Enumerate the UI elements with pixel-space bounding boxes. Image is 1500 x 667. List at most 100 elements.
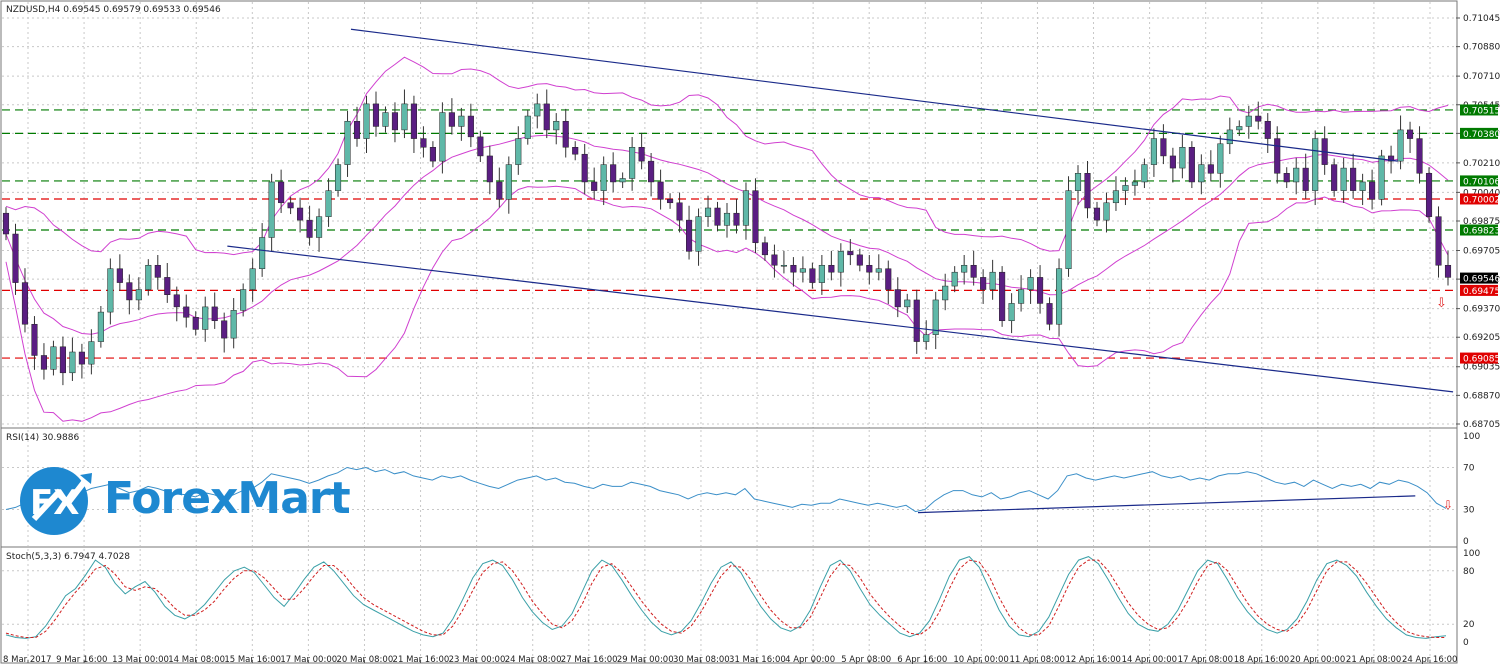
candle-body (287, 202, 294, 209)
candle-body (183, 306, 190, 318)
candle-body (12, 233, 19, 283)
candle-body (999, 271, 1006, 322)
candle-body (610, 164, 617, 183)
channel-trendlines (227, 28, 1454, 393)
candle-body (1302, 167, 1309, 191)
stoch-main-line (5, 556, 1447, 639)
candle-body (515, 138, 522, 165)
time-tick-label: 24 Apr 16:00 (1402, 655, 1457, 665)
candle-body (951, 271, 958, 287)
candle-body (88, 341, 95, 365)
candle-body (790, 264, 797, 273)
candle-body (401, 103, 408, 131)
stoch-tick-label: 0 (1463, 638, 1469, 648)
rsi-line (5, 466, 1447, 513)
candle-body (211, 306, 218, 322)
candles (2, 89, 1452, 386)
candle-body (78, 351, 85, 365)
price-tag-label: 0.69823 (1463, 227, 1500, 237)
price-tick-label: 0.69875 (1463, 217, 1500, 227)
time-tick-label: 5 Apr 08:00 (841, 655, 891, 665)
candle-body (1331, 164, 1338, 191)
price-tag (1460, 284, 1498, 296)
candle-body (505, 164, 512, 200)
candle-body (818, 264, 825, 283)
candle-body (875, 268, 882, 273)
candle-body (1055, 268, 1063, 325)
price-tag-label: 0.69085 (1463, 355, 1500, 365)
candle-body (1169, 155, 1176, 169)
time-tick-label: 15 Mar 16:00 (224, 655, 281, 665)
candle-body (809, 268, 816, 283)
rsi-tick-label: 100 (1463, 432, 1480, 442)
symbol-info: NZDUSD,H4 0.69545 0.69579 0.69533 0.6954… (6, 5, 221, 15)
stoch-signal-line (5, 559, 1446, 638)
chart-frame (0, 0, 1458, 664)
bollinger-upper (5, 56, 1449, 256)
time-tick-label: 10 Apr 00:00 (953, 655, 1008, 665)
time-tick-label: 13 Mar 00:00 (112, 655, 169, 665)
time-tick-label: 30 Mar 08:00 (673, 655, 730, 665)
candle-body (107, 268, 114, 313)
candle-body (638, 147, 645, 162)
candle-body (799, 268, 806, 273)
candle-body (1226, 129, 1233, 145)
candle-body (1444, 264, 1452, 278)
price-tick-label: 0.68705 (1463, 420, 1500, 430)
time-tick-label: 17 Mar 00:00 (280, 655, 337, 665)
candle-body (429, 147, 436, 162)
stoch-tick-label: 20 (1463, 620, 1475, 630)
stoch-tick-label: 80 (1463, 567, 1475, 577)
candle-body (1027, 277, 1034, 290)
time-tick-label: 21 Apr 08:00 (1346, 655, 1401, 665)
candle-body (1359, 181, 1366, 191)
candle-body (657, 181, 664, 200)
candle-body (581, 153, 588, 183)
price-tag-label: 0.70515 (1463, 106, 1500, 116)
candle-body (771, 254, 778, 266)
price-tag-label: 0.69475 (1463, 287, 1500, 297)
price-tag-label: 0.70106 (1463, 177, 1500, 187)
candle-body (1245, 115, 1252, 127)
candle-body (1179, 147, 1186, 169)
time-tick-label: 23 Mar 00:00 (449, 655, 506, 665)
candle-body (249, 268, 256, 290)
candle-body (410, 103, 417, 139)
candle-body (145, 264, 152, 290)
candle-body (837, 251, 844, 273)
candle-body (1397, 129, 1404, 162)
price-tag-label: 0.70002 (1463, 195, 1500, 205)
bollinger-bands (5, 56, 1449, 422)
candle-body (1150, 138, 1157, 165)
candle-body (619, 178, 626, 183)
candle-body (353, 120, 361, 139)
candle-body (1217, 143, 1224, 174)
candle-body (1160, 138, 1167, 157)
candle-body (904, 299, 911, 308)
candle-body (1274, 138, 1281, 174)
candle-body (1416, 138, 1423, 174)
candle-body (1255, 115, 1262, 122)
time-tick-label: 24 Mar 08:00 (505, 655, 562, 665)
candle-body (752, 190, 759, 243)
candle-body (1122, 185, 1129, 191)
logo-text: ForexMart (104, 473, 351, 524)
candle-body (458, 115, 465, 127)
candle-body (97, 311, 104, 342)
rsi-tick-label: 0 (1463, 537, 1469, 547)
down-arrow-icon: ⇩ (1443, 498, 1453, 512)
time-tick-label: 20 Apr 00:00 (1290, 655, 1345, 665)
candle-body (980, 277, 987, 290)
candle-body (761, 242, 768, 256)
candle-body (524, 115, 531, 139)
candle-body (306, 219, 313, 238)
candle-body (1188, 147, 1195, 183)
candle-body (31, 323, 38, 356)
candle-body (885, 268, 892, 290)
candle-body (439, 112, 446, 162)
price-tag (1460, 193, 1498, 205)
time-tick-label: 20 Mar 08:00 (336, 655, 393, 665)
time-tick-label: 4 Apr 00:00 (785, 655, 835, 665)
candle-body (1008, 303, 1015, 322)
